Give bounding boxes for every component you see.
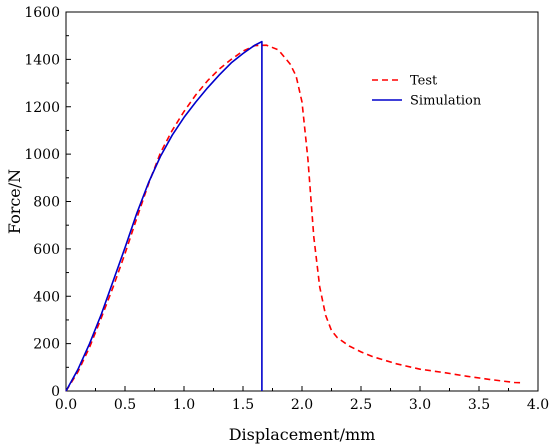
- y-tick-label: 1600: [24, 5, 60, 21]
- legend: Test Simulation: [372, 74, 482, 109]
- y-tick-label: 600: [33, 242, 60, 258]
- legend-label-test: Test: [410, 74, 438, 89]
- series-layer: [65, 40, 521, 392]
- x-axis-ticks: 0.0 0.5 1.0 1.5 2.0 2.5 3.0 3.5 4.0: [55, 386, 549, 413]
- y-axis-label: Force/N: [5, 169, 24, 234]
- x-tick-label: 4.0: [527, 397, 549, 413]
- x-tick-label: 2.0: [291, 397, 313, 413]
- y-tick-label: 1400: [24, 52, 60, 68]
- y-tick-label: 0: [51, 384, 60, 400]
- y-axis-ticks: 0 200 400 600 800 1000 1200 1400 1600: [24, 5, 71, 400]
- y-tick-label: 400: [33, 289, 60, 305]
- x-tick-label: 1.5: [232, 397, 254, 413]
- y-tick-label: 1000: [24, 147, 60, 163]
- x-axis-label: Displacement/mm: [229, 425, 376, 444]
- y-tick-label: 1200: [24, 100, 60, 116]
- series-line-test: [65, 44, 521, 392]
- x-tick-label: 0.5: [114, 397, 136, 413]
- x-tick-label: 1.0: [173, 397, 195, 413]
- legend-label-simulation: Simulation: [410, 94, 482, 109]
- x-tick-label: 0.0: [55, 397, 77, 413]
- y-tick-label: 800: [33, 195, 60, 211]
- y-tick-label: 200: [33, 337, 60, 353]
- x-tick-label: 3.5: [468, 397, 490, 413]
- x-tick-label: 2.5: [350, 397, 372, 413]
- series-line-simulation: [65, 40, 263, 392]
- x-tick-label: 3.0: [409, 397, 431, 413]
